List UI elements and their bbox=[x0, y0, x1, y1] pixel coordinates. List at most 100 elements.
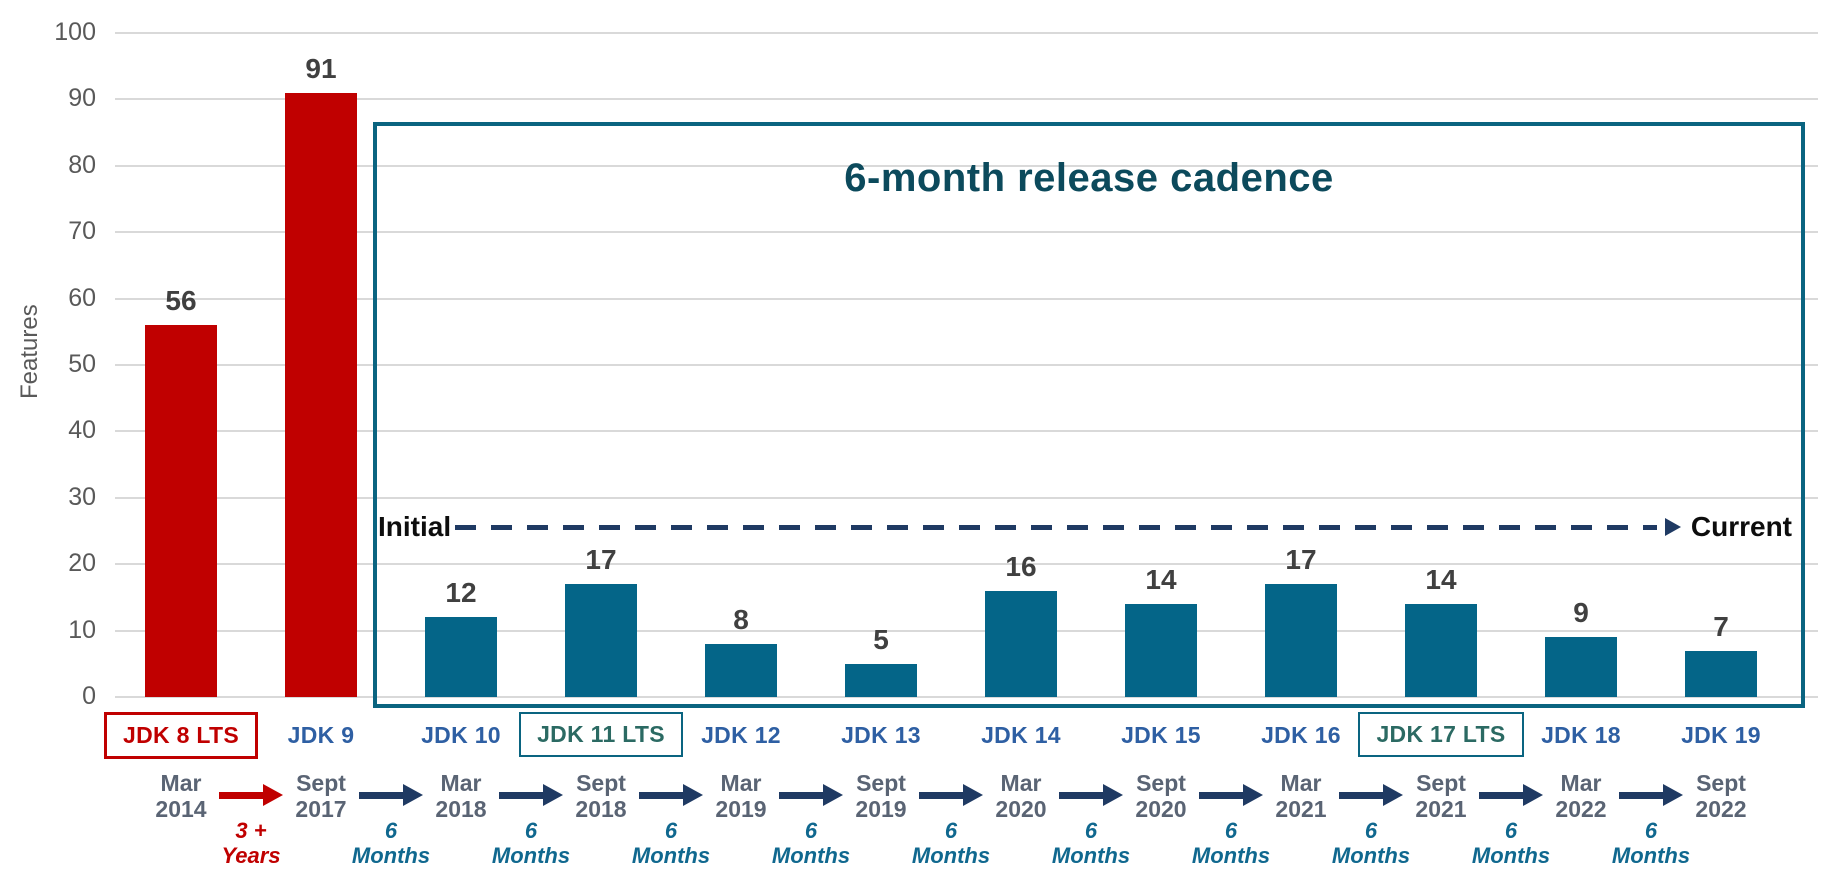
jdk-label-2: JDK 10 bbox=[421, 722, 501, 748]
bar-value-label: 12 bbox=[445, 577, 477, 609]
gap-label-line2: Months bbox=[1051, 843, 1131, 868]
release-year: 2020 bbox=[1135, 796, 1187, 822]
bar-value-label: 8 bbox=[733, 603, 749, 635]
gap-label-line2: Months bbox=[1331, 843, 1411, 868]
jdk-label-cell: JDK 13 bbox=[786, 712, 976, 759]
arrow-head bbox=[1383, 784, 1403, 806]
y-tick-label: 60 bbox=[68, 283, 96, 312]
y-tick-label: 30 bbox=[68, 482, 96, 511]
gridline bbox=[115, 696, 1818, 698]
release-date: Sept 2018 bbox=[531, 770, 671, 822]
gap-label: 6 Months bbox=[881, 818, 1021, 868]
release-date: Sept 2019 bbox=[811, 770, 951, 822]
gridline bbox=[115, 32, 1818, 34]
arrow-head bbox=[1523, 784, 1543, 806]
gap-label-line1: 6 bbox=[1084, 818, 1098, 843]
jdk-label-cell: JDK 14 bbox=[926, 712, 1116, 759]
gap-label: 6 Months bbox=[601, 818, 741, 868]
bar-value-label: 17 bbox=[585, 544, 617, 576]
release-month: Mar bbox=[1000, 770, 1042, 796]
bar-jdk-15 bbox=[1125, 604, 1197, 697]
release-date: Mar 2014 bbox=[111, 770, 251, 822]
bar-jdk-13 bbox=[845, 663, 917, 697]
gap-label: 3 + Years bbox=[181, 818, 321, 868]
timeline-arrow-icon bbox=[359, 784, 423, 806]
release-month: Mar bbox=[160, 770, 202, 796]
y-tick-label: 0 bbox=[82, 682, 96, 710]
gap-label-line2: Years bbox=[221, 843, 281, 868]
jdk-label-3: JDK 11 LTS bbox=[519, 712, 683, 757]
jdk-label-8: JDK 16 bbox=[1261, 722, 1341, 748]
gap-label-line1: 6 bbox=[944, 818, 958, 843]
release-year: 2022 bbox=[1555, 796, 1607, 822]
timeline-arrow-icon bbox=[219, 784, 283, 806]
gap-label-line2: Months bbox=[491, 843, 571, 868]
release-month: Sept bbox=[1136, 770, 1186, 796]
bar-jdk-16 bbox=[1265, 584, 1337, 697]
gap-label: 6 Months bbox=[1441, 818, 1581, 868]
bar-value-label: 7 bbox=[1713, 610, 1729, 642]
bar-value-label: 17 bbox=[1285, 544, 1317, 576]
gap-label: 6 Months bbox=[1161, 818, 1301, 868]
gap-label-line2: Months bbox=[771, 843, 851, 868]
gap-label: 6 Months bbox=[1021, 818, 1161, 868]
gap-label-line2: Months bbox=[1191, 843, 1271, 868]
gap-label-line1: 6 bbox=[1364, 818, 1378, 843]
trend-arrow: Initial Current bbox=[378, 510, 1792, 544]
gap-label-line1: 6 bbox=[524, 818, 538, 843]
y-tick-label: 100 bbox=[54, 18, 96, 46]
release-year: 2020 bbox=[995, 796, 1047, 822]
gap-label-line2: Months bbox=[351, 843, 431, 868]
arrow-head bbox=[1103, 784, 1123, 806]
gap-label-line1: 6 bbox=[1644, 818, 1658, 843]
arrow-shaft bbox=[639, 792, 685, 799]
bar-value-label: 91 bbox=[305, 52, 337, 84]
release-year: 2014 bbox=[155, 796, 207, 822]
y-tick-label: 90 bbox=[68, 84, 96, 113]
y-tick-label: 10 bbox=[68, 615, 96, 644]
gap-label-line1: 6 bbox=[664, 818, 678, 843]
release-date: Mar 2020 bbox=[951, 770, 1091, 822]
release-date: Sept 2020 bbox=[1091, 770, 1231, 822]
jdk-label-cell: JDK 18 bbox=[1486, 712, 1676, 759]
bar-jdk-17-lts bbox=[1405, 604, 1477, 697]
release-year: 2019 bbox=[855, 796, 907, 822]
release-date: Sept 2021 bbox=[1371, 770, 1511, 822]
cadence-title: 6-month release cadence bbox=[844, 156, 1334, 200]
timeline-arrow-icon bbox=[1339, 784, 1403, 806]
arrow-shaft bbox=[359, 792, 405, 799]
release-month: Mar bbox=[1280, 770, 1322, 796]
gridline bbox=[115, 297, 1818, 300]
arrow-shaft bbox=[1479, 792, 1525, 799]
y-tick-label: 40 bbox=[68, 416, 96, 445]
bar-value-label: 9 bbox=[1573, 597, 1589, 629]
bar-jdk-14 bbox=[985, 590, 1057, 697]
release-year: 2021 bbox=[1275, 796, 1327, 822]
release-month: Sept bbox=[856, 770, 906, 796]
timeline-arrow-icon bbox=[919, 784, 983, 806]
jdk-label-4: JDK 12 bbox=[701, 722, 781, 748]
arrow-shaft bbox=[219, 792, 265, 799]
gridline bbox=[115, 164, 1818, 167]
release-date: Mar 2019 bbox=[671, 770, 811, 822]
jdk-label-cell: JDK 15 bbox=[1066, 712, 1256, 759]
gap-label-line1: 6 bbox=[1224, 818, 1238, 843]
arrow-shaft bbox=[499, 792, 545, 799]
jdk-label-7: JDK 15 bbox=[1121, 722, 1201, 748]
gridline bbox=[115, 563, 1818, 566]
jdk-label-cell: JDK 19 bbox=[1626, 712, 1816, 759]
jdk-label-cell: JDK 11 LTS bbox=[506, 712, 696, 757]
gridline bbox=[115, 364, 1818, 366]
release-month: Mar bbox=[440, 770, 482, 796]
bar-value-label: 16 bbox=[1005, 550, 1037, 582]
trend-arrowhead-icon bbox=[1664, 518, 1681, 536]
release-year: 2022 bbox=[1695, 796, 1747, 822]
jdk-label-11: JDK 19 bbox=[1681, 722, 1761, 748]
release-date: Sept 2017 bbox=[251, 770, 391, 822]
release-year: 2017 bbox=[295, 796, 347, 822]
jdk-label-5: JDK 13 bbox=[841, 722, 921, 748]
jdk-label-1: JDK 9 bbox=[287, 722, 355, 748]
gap-label-line2: Months bbox=[1611, 843, 1691, 868]
release-date: Mar 2021 bbox=[1231, 770, 1371, 822]
